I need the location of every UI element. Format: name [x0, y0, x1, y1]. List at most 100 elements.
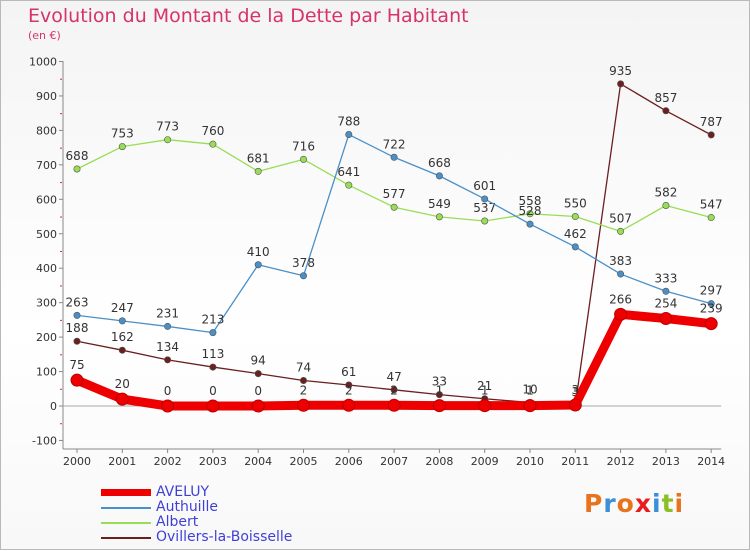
data-label: 75 — [69, 358, 84, 372]
data-label: 3 — [571, 383, 579, 397]
data-point — [73, 165, 81, 173]
data-label: 681 — [247, 151, 270, 165]
x-tick-label: 2006 — [335, 455, 363, 468]
x-tick-label: 2001 — [108, 455, 136, 468]
data-point — [251, 399, 265, 413]
data-label: 753 — [111, 127, 134, 141]
data-point — [164, 136, 172, 144]
legend-swatch-ovillers — [101, 537, 151, 539]
data-point — [435, 172, 443, 180]
data-point — [662, 287, 670, 295]
data-point — [73, 311, 81, 319]
x-tick-label: 2008 — [425, 455, 453, 468]
chart-title: Evolution du Montant de la Dette par Hab… — [28, 5, 469, 27]
data-point — [342, 398, 356, 412]
data-label: 641 — [337, 165, 360, 179]
data-point — [297, 398, 310, 412]
x-tick-label: 2003 — [199, 455, 227, 468]
y-tick-label: -100 — [32, 434, 57, 447]
data-label: 21 — [477, 379, 492, 393]
y-tick-label: 500 — [36, 228, 57, 241]
data-point — [614, 307, 628, 321]
data-label: 537 — [473, 201, 496, 215]
data-label: 213 — [201, 313, 224, 327]
y-minor-tick — [60, 388, 62, 390]
data-point — [617, 270, 625, 278]
data-point — [254, 167, 262, 175]
data-label: 1 — [526, 384, 534, 398]
data-label: 188 — [66, 321, 89, 335]
x-tick-label: 2005 — [290, 455, 318, 468]
data-label: 333 — [654, 271, 677, 285]
data-label: 239 — [700, 302, 723, 316]
data-label: 0 — [254, 384, 262, 398]
data-point — [707, 214, 715, 222]
data-point — [164, 356, 172, 364]
data-label: 231 — [156, 306, 179, 320]
data-point — [254, 370, 262, 378]
data-label: 582 — [654, 186, 677, 200]
data-label: 134 — [156, 340, 179, 354]
logo-letter: P — [584, 489, 604, 518]
data-label: 507 — [609, 211, 632, 225]
y-tick-label: 200 — [36, 331, 57, 344]
logo-letter: t — [661, 489, 675, 518]
data-point — [704, 317, 718, 331]
data-label: 263 — [66, 295, 89, 309]
legend-label-ovillers: Ovillers-la-Boisselle — [156, 529, 293, 545]
data-point — [481, 195, 489, 203]
data-label: 2 — [300, 383, 308, 397]
y-minor-tick — [60, 78, 62, 80]
data-point — [526, 220, 534, 228]
data-point — [435, 213, 443, 221]
data-label: 716 — [292, 139, 315, 153]
data-point — [390, 203, 398, 211]
y-minor-tick — [60, 250, 62, 252]
x-tick-label: 2012 — [607, 455, 635, 468]
data-label: 266 — [609, 292, 632, 306]
data-label: 462 — [564, 227, 587, 241]
data-point — [523, 399, 537, 413]
data-label: 47 — [386, 370, 401, 384]
data-label: 1 — [436, 384, 444, 398]
data-label: 1 — [481, 384, 489, 398]
x-tick-label: 2014 — [697, 455, 725, 468]
data-point — [209, 363, 217, 371]
logo-letter: i — [652, 489, 662, 518]
data-label: 247 — [111, 301, 134, 315]
data-label: 297 — [700, 284, 723, 298]
data-point — [435, 391, 443, 399]
x-tick-label: 2000 — [63, 455, 91, 468]
data-point — [115, 392, 129, 406]
data-point — [481, 217, 489, 225]
data-label: 788 — [337, 115, 360, 129]
data-label: 0 — [164, 384, 172, 398]
data-point — [209, 140, 217, 148]
logo-letter: x — [634, 489, 652, 518]
data-point — [161, 399, 175, 413]
data-label: 162 — [111, 330, 134, 344]
data-label: 2 — [390, 383, 398, 397]
data-label: 935 — [609, 64, 632, 78]
data-label: 722 — [383, 137, 406, 151]
y-minor-tick — [60, 182, 62, 184]
data-point — [387, 398, 401, 412]
data-point — [571, 213, 579, 221]
y-minor-tick — [60, 113, 62, 115]
data-point — [299, 155, 307, 163]
data-label: 547 — [700, 198, 723, 212]
data-label: 0 — [209, 384, 217, 398]
y-tick-label: 1000 — [29, 56, 57, 69]
y-tick-label: 300 — [36, 297, 57, 310]
data-label: 787 — [700, 115, 723, 129]
x-tick-label: 2013 — [652, 455, 680, 468]
data-label: 2 — [345, 383, 353, 397]
data-label: 549 — [428, 197, 451, 211]
data-label: 558 — [519, 194, 542, 208]
data-label: 550 — [564, 197, 587, 211]
y-tick-label: 100 — [36, 366, 57, 379]
data-label: 760 — [201, 124, 224, 138]
data-point — [345, 131, 353, 139]
